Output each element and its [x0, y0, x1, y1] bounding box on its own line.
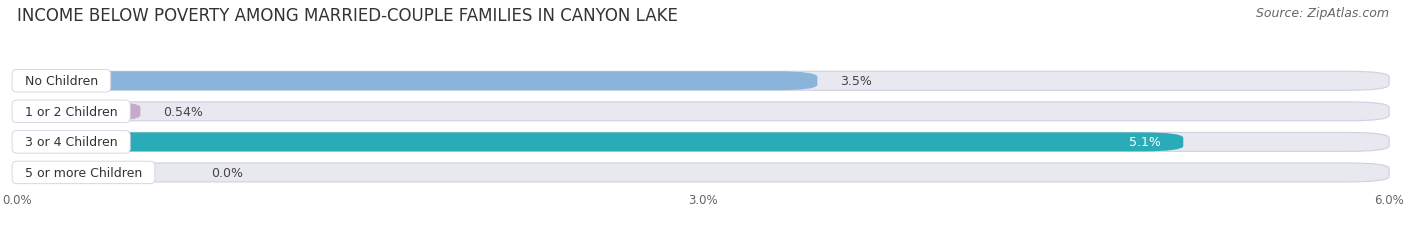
FancyBboxPatch shape: [17, 72, 1389, 91]
FancyBboxPatch shape: [17, 102, 141, 121]
Text: 0.54%: 0.54%: [163, 105, 202, 118]
FancyBboxPatch shape: [17, 72, 817, 91]
FancyBboxPatch shape: [17, 163, 1389, 182]
Text: No Children: No Children: [17, 75, 105, 88]
Text: INCOME BELOW POVERTY AMONG MARRIED-COUPLE FAMILIES IN CANYON LAKE: INCOME BELOW POVERTY AMONG MARRIED-COUPL…: [17, 7, 678, 25]
Text: Source: ZipAtlas.com: Source: ZipAtlas.com: [1256, 7, 1389, 20]
FancyBboxPatch shape: [17, 133, 1389, 152]
Text: 0.0%: 0.0%: [211, 166, 243, 179]
FancyBboxPatch shape: [17, 133, 1184, 152]
Text: 1 or 2 Children: 1 or 2 Children: [17, 105, 125, 118]
FancyBboxPatch shape: [17, 102, 1389, 121]
Text: 3.5%: 3.5%: [841, 75, 872, 88]
Text: 5 or more Children: 5 or more Children: [17, 166, 150, 179]
Text: 5.1%: 5.1%: [1129, 136, 1160, 149]
Text: 3 or 4 Children: 3 or 4 Children: [17, 136, 125, 149]
